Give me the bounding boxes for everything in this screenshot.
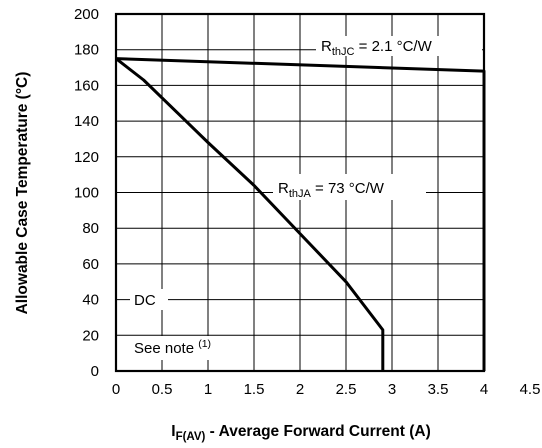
x-tick-label: 2.5 <box>336 381 357 398</box>
y-tick-label: 160 <box>74 77 99 94</box>
y-axis-title: Allowable Case Temperature (°C) <box>14 72 31 315</box>
y-tick-label: 20 <box>82 327 99 344</box>
x-axis-title-rest: - Average Forward Current (A) <box>205 423 430 440</box>
series-label-rthja-rest: = 73 °C/W <box>311 180 385 197</box>
x-tick-label: 1 <box>204 381 212 398</box>
series-label-rthjc-main: R <box>321 38 332 55</box>
series-label-rthja-main: R <box>278 180 289 197</box>
x-axis-title-sub: F(AV) <box>176 431 206 443</box>
series-label-rthjc: RthJC = 2.1 °C/W <box>321 38 433 58</box>
grid <box>116 14 484 371</box>
label-background <box>316 36 482 56</box>
y-tick-label: 120 <box>74 149 99 166</box>
x-tick-label: 0.5 <box>152 381 173 398</box>
series-label-rthjc-rest: = 2.1 °C/W <box>354 38 432 55</box>
y-tick-label: 180 <box>74 42 99 59</box>
label-background <box>273 174 426 200</box>
y-tick-label: 140 <box>74 113 99 130</box>
series-label-rthja-sub: thJA <box>289 188 312 200</box>
tick-labels: 0 0.5 1 1.5 2 2.5 3 3.5 4 4.5 0 20 40 60 80 100 120 140 16… <box>74 6 540 398</box>
series-label-rthja: RthJA = 73 °C/W <box>278 180 385 200</box>
x-tick-label: 2 <box>296 381 304 398</box>
plot-frame <box>114 12 486 373</box>
x-tick-label: 3.5 <box>428 381 449 398</box>
annotation-note: See note (1) <box>134 338 211 357</box>
y-tick-label: 40 <box>82 292 99 309</box>
series-label-rthjc-sub: thJC <box>332 46 355 58</box>
annotation-dc: DC <box>134 292 156 309</box>
x-tick-label: 4 <box>480 381 488 398</box>
x-tick-label: 0 <box>112 381 120 398</box>
x-tick-label: 1.5 <box>244 381 265 398</box>
annotation-note-main: See note <box>134 340 198 357</box>
x-tick-label: 3 <box>388 381 396 398</box>
y-tick-label: 100 <box>74 185 99 202</box>
y-tick-label: 200 <box>74 6 99 23</box>
annotation-note-sup: (1) <box>198 338 211 350</box>
y-tick-label: 60 <box>82 256 99 273</box>
x-axis-title-main: I <box>171 423 175 440</box>
x-axis-title: IF(AV) - Average Forward Current (A) <box>171 423 430 443</box>
y-tick-label: 0 <box>91 363 99 380</box>
label-background <box>130 289 168 310</box>
x-tick-label: 4.5 <box>520 381 541 398</box>
label-background <box>130 336 236 360</box>
y-tick-label: 80 <box>82 220 99 237</box>
series-line-1 <box>115 57 385 371</box>
